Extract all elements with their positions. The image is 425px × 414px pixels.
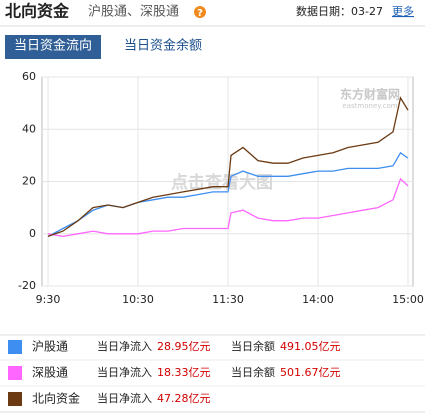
net-value: 47.28亿元 xyxy=(157,392,211,405)
net-value: 28.95亿元 xyxy=(157,340,211,353)
legend-swatch xyxy=(8,366,22,380)
help-icon[interactable] xyxy=(194,6,206,18)
legend-swatch xyxy=(8,340,22,354)
balance-value: 491.05亿元 xyxy=(280,340,341,353)
title: 北向资金 xyxy=(5,2,70,21)
net-value: 18.33亿元 xyxy=(157,366,211,379)
x-tick-label: 14:00 xyxy=(302,293,334,306)
tab-active[interactable] xyxy=(5,35,101,57)
overlay-text: 点击查看大图 xyxy=(171,172,273,193)
tab-label[interactable]: 当日资金流向 xyxy=(14,38,92,54)
x-tick-label: 9:30 xyxy=(36,293,61,306)
subtitle: 沪股通、深股通 xyxy=(88,4,179,20)
more-link[interactable]: 更多 xyxy=(392,4,414,18)
series-line xyxy=(47,96,409,238)
balance-label: 当日余额 xyxy=(231,365,275,379)
series-line xyxy=(47,177,409,238)
watermark-sub: eastmoney.com xyxy=(342,102,397,110)
legend-label: 北向资金 xyxy=(32,391,80,406)
net-label: 当日净流入 xyxy=(97,365,152,379)
y-tick-label: 60 xyxy=(22,70,36,83)
y-tick-label: 0 xyxy=(29,227,36,240)
watermark: 东方财富网 xyxy=(340,87,400,102)
y-tick-label: 40 xyxy=(22,122,36,135)
net-label: 当日净流入 xyxy=(97,339,152,353)
y-tick-label: 20 xyxy=(22,175,36,188)
legend-swatch xyxy=(8,392,22,406)
tab-label[interactable]: 当日资金余额 xyxy=(124,38,202,54)
date: 数据日期：03-27 xyxy=(296,4,383,18)
legend-label: 深股通 xyxy=(32,366,68,380)
x-tick-label: 10:30 xyxy=(122,293,154,306)
plot: -20 0 20 40 60 9:30 10:30 11:30 14:00 15:00 东方财富网e… xyxy=(18,70,424,306)
x-tick-label: 15:00 xyxy=(392,293,424,306)
x-tick-label: 11:30 xyxy=(212,293,244,306)
balance-label: 当日余额 xyxy=(231,339,275,353)
y-tick-label: -20 xyxy=(18,279,36,292)
balance-value: 501.67亿元 xyxy=(280,366,341,379)
net-label: 当日净流入 xyxy=(97,391,152,405)
help-icon-glyph: ? xyxy=(197,8,203,19)
legend-label: 沪股通 xyxy=(32,340,68,354)
